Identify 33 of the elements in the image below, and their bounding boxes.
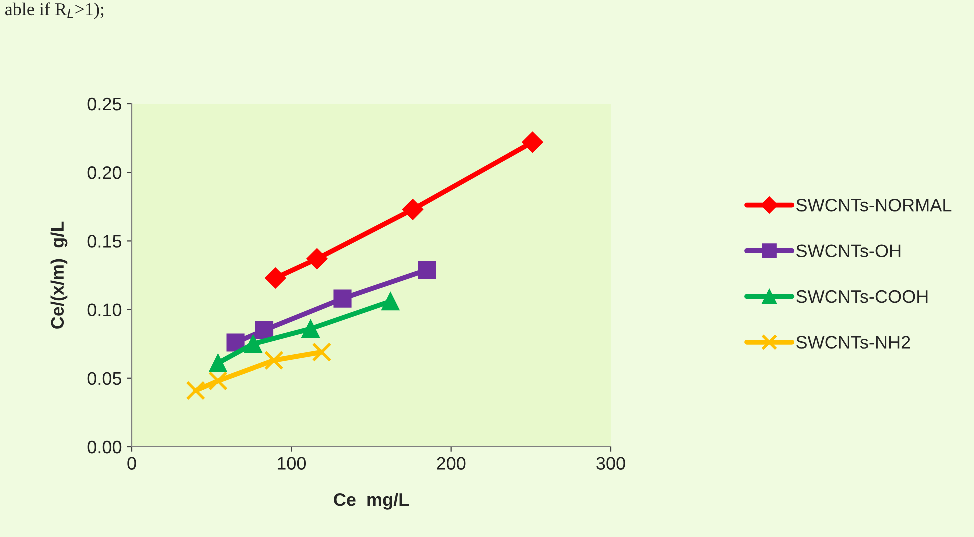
point (186, 381, 206, 400)
point (302, 320, 320, 338)
legend-label: SWCNTs-NH2 (796, 336, 910, 349)
y-tick-label: 0.05 (88, 372, 122, 386)
x-axis-title: Ce mg/L (334, 493, 410, 510)
point (244, 335, 262, 354)
point (418, 260, 436, 280)
point (255, 321, 274, 340)
point (306, 248, 328, 270)
point (382, 292, 400, 311)
y-tick-label: 0.15 (88, 235, 122, 248)
point (402, 199, 424, 220)
x-tick-label: 100 (278, 457, 306, 470)
point (522, 132, 544, 153)
legend-label: SWCNTs-COOH (796, 290, 928, 304)
point (312, 342, 332, 362)
y-tick-label: 0.20 (88, 166, 122, 180)
x-tick-label: 0 (128, 457, 136, 470)
y-axis-title: Ce/(x/m) g/L (50, 222, 68, 329)
point (208, 371, 228, 391)
text: able if R$_{L}$>1); (6, 2, 104, 20)
y-tick-label: 0.10 (88, 304, 122, 317)
y-tick-label: 0.25 (88, 98, 122, 111)
legend-label: SWCNTs-NORMAL (796, 198, 952, 212)
point (264, 350, 284, 370)
point (209, 354, 228, 372)
point (226, 334, 245, 352)
point (265, 268, 286, 289)
y-tick-label: 0.00 (88, 440, 122, 454)
x-tick-label: 300 (596, 457, 626, 470)
legend-label: SWCNTs-OH (796, 244, 901, 258)
x-tick-label: 200 (437, 457, 466, 470)
point (334, 290, 352, 308)
